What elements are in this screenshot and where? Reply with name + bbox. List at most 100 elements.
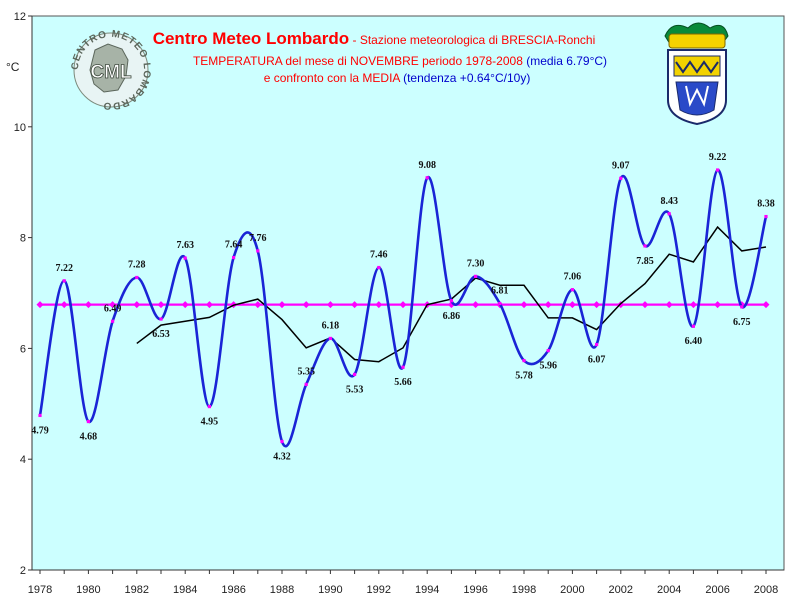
- mean-marker: [351, 301, 359, 309]
- temperature-point: [377, 265, 381, 270]
- temperature-point: [111, 319, 115, 323]
- data-label: 6.40: [685, 336, 703, 347]
- chart-title: Centro Meteo Lombardo: [153, 29, 349, 48]
- svg-text:TEMPERATURA del mese di NOVEMB: TEMPERATURA del mese di NOVEMBRE periodo…: [193, 54, 607, 68]
- temperature-point: [595, 342, 599, 347]
- temperature-point: [449, 299, 453, 303]
- data-label: 9.08: [418, 160, 436, 171]
- x-tick-label: 1980: [76, 584, 100, 596]
- mean-marker: [60, 301, 68, 309]
- temperature-point: [474, 274, 478, 278]
- temperature-point: [716, 168, 720, 172]
- y-tick-label: 8: [20, 233, 26, 245]
- y-tick-label: 10: [14, 122, 26, 134]
- temperature-point: [280, 439, 284, 444]
- temperature-point: [522, 358, 526, 363]
- data-label: 4.68: [80, 432, 98, 443]
- data-label: 5.66: [394, 377, 412, 388]
- x-tick-label: 1992: [367, 584, 391, 596]
- svg-text:CML: CML: [90, 62, 132, 83]
- svg-text:e confronto con la MEDIA (tend: e confronto con la MEDIA (tendenza +0.64…: [264, 71, 531, 85]
- data-label: 9.22: [709, 152, 727, 163]
- x-tick-label: 2006: [705, 584, 729, 596]
- mean-marker: [157, 301, 165, 309]
- temperature-point: [764, 214, 768, 219]
- data-label: 6.86: [443, 311, 461, 322]
- y-tick-label: 2: [20, 565, 26, 577]
- data-label: 6.07: [588, 355, 606, 366]
- data-label: 4.95: [201, 417, 219, 428]
- temperature-point: [691, 324, 695, 328]
- x-axis: 1978 1980 1982 1984 1986 1988 1990 1992 1994 1996…: [28, 569, 784, 596]
- mean-marker: [472, 301, 480, 309]
- mean-marker: [520, 301, 528, 309]
- data-label: 8.38: [757, 199, 775, 210]
- chart-subtitle-1-note: (media 6.79°C): [523, 54, 607, 68]
- temperature-point: [498, 301, 502, 306]
- temperature-point: [38, 413, 42, 418]
- chart-title-suffix: - Stazione meteorologica di BRESCIA-Ronc…: [349, 33, 595, 47]
- temperature-point: [570, 288, 574, 292]
- y-axis: 2 4 6 8 10 12: [14, 11, 33, 577]
- x-tick-label: 1982: [125, 584, 149, 596]
- mean-marker: [665, 301, 673, 309]
- x-tick-label: 2000: [560, 584, 584, 596]
- mean-marker: [641, 301, 649, 309]
- x-tick-label: 1996: [463, 584, 487, 596]
- mean-marker: [375, 301, 383, 309]
- x-tick-label: 2004: [657, 584, 681, 596]
- data-label: 7.28: [128, 259, 146, 270]
- data-label: 7.85: [636, 256, 654, 267]
- x-tick-label: 1978: [28, 584, 52, 596]
- y-tick-label: 6: [20, 343, 26, 355]
- coat-of-arms-icon: [664, 22, 729, 126]
- x-tick-label: 1984: [173, 584, 197, 596]
- x-tick-label: 2002: [609, 584, 633, 596]
- mean-marker: [278, 301, 286, 309]
- data-label: 5.53: [346, 384, 364, 395]
- temperature-point: [353, 372, 357, 377]
- x-tick-label: 1986: [221, 584, 245, 596]
- temperature-point: [667, 212, 671, 216]
- data-label: 7.64: [225, 240, 243, 251]
- mean-marker: [84, 301, 92, 309]
- data-label: 7.06: [564, 272, 582, 283]
- data-label: 7.22: [55, 263, 73, 274]
- temperature-point: [643, 244, 647, 248]
- data-label: 7.63: [176, 240, 194, 251]
- data-label: 8.43: [660, 196, 678, 207]
- data-label: 6.49: [104, 303, 122, 314]
- data-label: 6.18: [322, 320, 340, 331]
- chart-subtitle-2: e confronto con la MEDIA: [264, 71, 401, 85]
- temperature-point: [425, 176, 429, 180]
- mean-marker: [568, 301, 576, 309]
- plot-area: [31, 15, 785, 571]
- x-tick-label: 1994: [415, 584, 439, 596]
- temperature-point: [135, 275, 139, 280]
- y-tick-label: 4: [20, 454, 26, 466]
- x-tick-label: 1988: [270, 584, 294, 596]
- mean-marker: [133, 301, 141, 309]
- temperature-point: [256, 249, 260, 253]
- temperature-point: [159, 317, 163, 321]
- svg-text:Centro Meteo Lombardo - Stazio: Centro Meteo Lombardo - Stazione meteoro…: [153, 29, 596, 48]
- y-tick-label: 12: [14, 11, 26, 23]
- temperature-point: [619, 176, 623, 180]
- data-label: 6.81: [491, 286, 509, 297]
- mean-marker: [689, 301, 697, 309]
- data-label: 9.07: [612, 160, 630, 171]
- mean-marker: [109, 301, 117, 309]
- x-tick-label: 1990: [318, 584, 342, 596]
- series-group: [36, 168, 770, 448]
- data-label: 7.46: [370, 250, 388, 261]
- temperature-point: [183, 256, 187, 260]
- data-label: 6.75: [733, 317, 751, 328]
- mean-marker: [302, 301, 310, 309]
- temperature-point: [328, 336, 332, 341]
- mean-marker: [762, 301, 770, 309]
- temperature-point: [304, 382, 308, 387]
- mean-marker: [399, 301, 407, 309]
- temperature-point: [546, 349, 550, 353]
